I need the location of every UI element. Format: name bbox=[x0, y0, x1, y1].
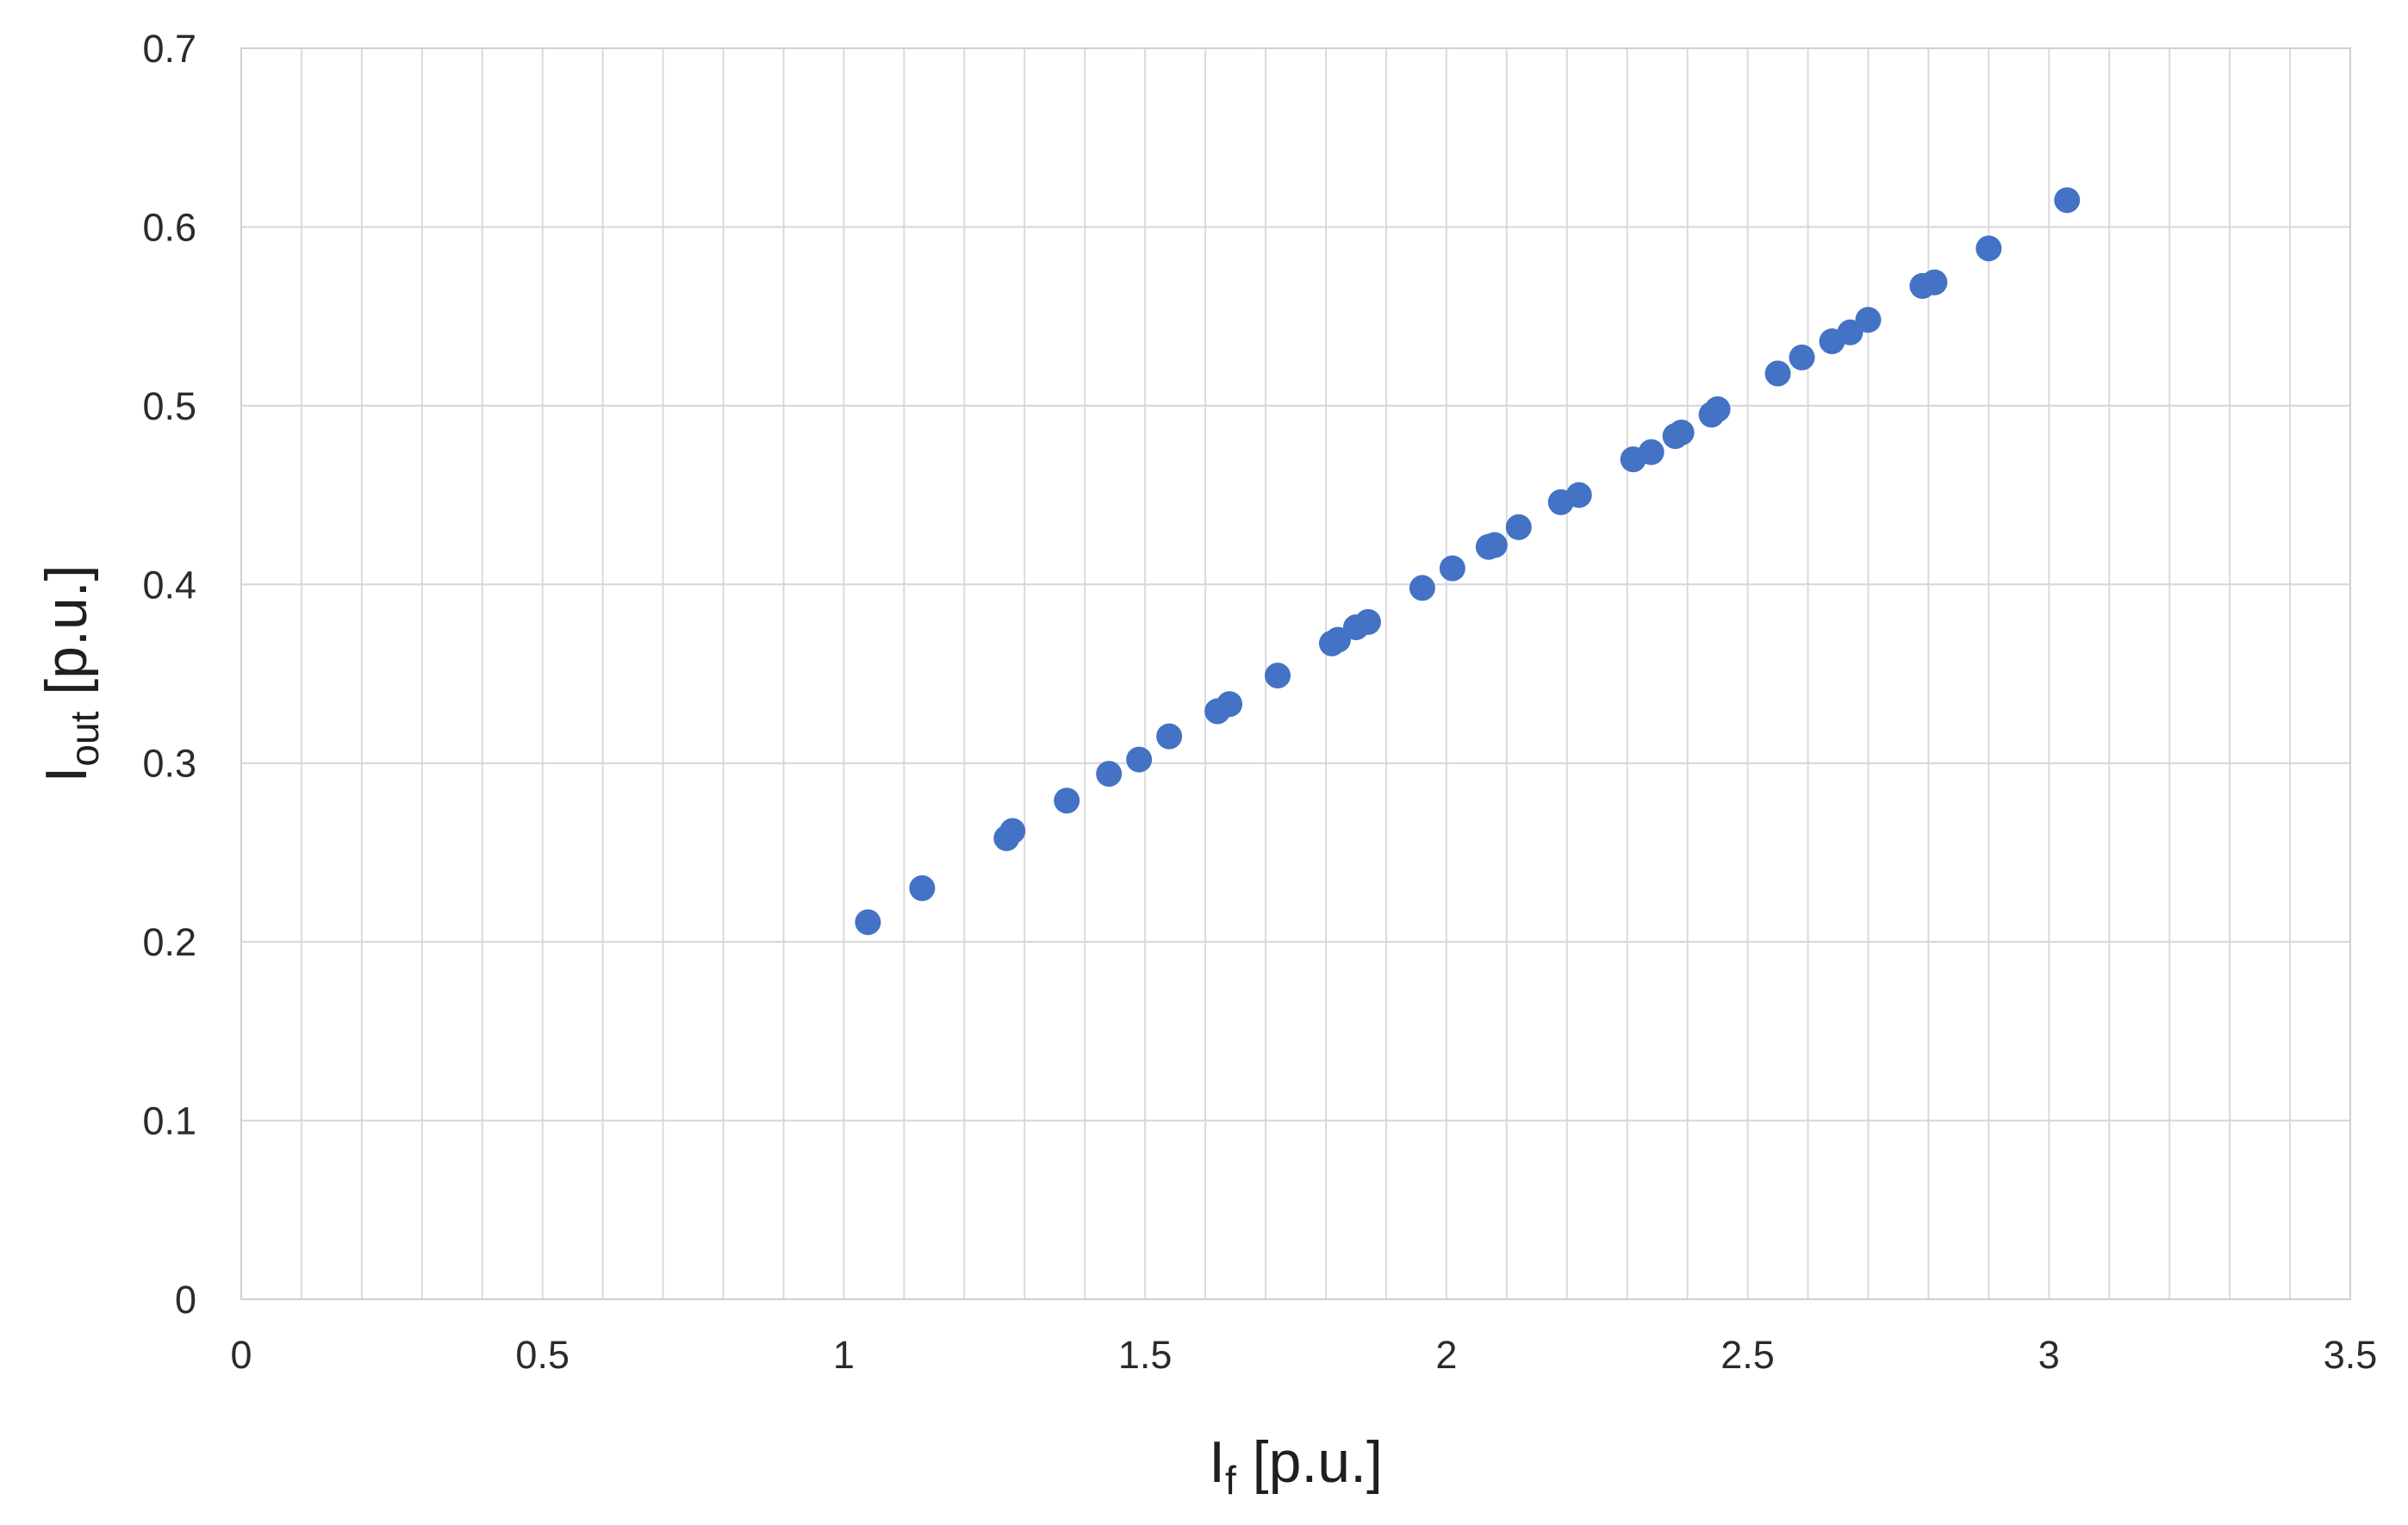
x-axis-title-subscript: f bbox=[1225, 1458, 1236, 1503]
data-point bbox=[1354, 608, 1381, 635]
data-point bbox=[1565, 482, 1592, 508]
x-axis-title-main: I bbox=[1209, 1429, 1225, 1495]
y-axis-title-main: I bbox=[34, 767, 99, 783]
data-point bbox=[1054, 787, 1080, 814]
x-tick-label: 0.5 bbox=[515, 1333, 569, 1377]
data-point bbox=[1764, 360, 1791, 387]
data-point bbox=[1976, 235, 2002, 262]
data-point bbox=[1265, 663, 1291, 689]
data-point bbox=[1789, 344, 1815, 370]
data-point bbox=[1439, 555, 1465, 582]
x-tick-label: 1.5 bbox=[1118, 1333, 1173, 1377]
data-point bbox=[855, 909, 881, 936]
x-tick-label: 2.5 bbox=[1720, 1333, 1775, 1377]
plot-area bbox=[240, 47, 2351, 1300]
y-tick-label: 0 bbox=[175, 1278, 196, 1322]
y-tick-label: 0.1 bbox=[142, 1099, 196, 1143]
data-point bbox=[1156, 723, 1183, 750]
x-tick-label: 1 bbox=[833, 1333, 855, 1377]
data-point bbox=[1921, 269, 1948, 296]
y-tick-label: 0.4 bbox=[142, 563, 196, 607]
x-tick-label: 3 bbox=[2038, 1333, 2060, 1377]
y-axis-title-subscript: out bbox=[62, 711, 107, 766]
data-point bbox=[909, 875, 936, 901]
y-axis-title-unit: [p.u.] bbox=[34, 565, 99, 712]
y-tick-label: 0.5 bbox=[142, 384, 196, 428]
data-point bbox=[1704, 396, 1731, 423]
data-point bbox=[1324, 626, 1351, 653]
x-axis-title-unit: [p.u.] bbox=[1236, 1429, 1383, 1495]
y-tick-label: 0.6 bbox=[142, 205, 196, 249]
data-point bbox=[1837, 319, 1864, 345]
y-tick-label: 0.7 bbox=[142, 27, 196, 71]
data-point bbox=[2054, 187, 2081, 214]
data-point bbox=[1668, 419, 1695, 445]
y-tick-label: 0.3 bbox=[142, 742, 196, 786]
y-axis-title: Iout [p.u.] bbox=[34, 565, 107, 783]
y-tick-labels: 0 0.1 0.2 0.3 0.4 0.5 0.6 0.7 bbox=[142, 27, 196, 1322]
x-tick-label: 2 bbox=[1435, 1333, 1457, 1377]
y-tick-label: 0.2 bbox=[142, 920, 196, 964]
data-point bbox=[1126, 746, 1153, 773]
x-tick-label: 0 bbox=[230, 1333, 252, 1377]
data-point bbox=[1216, 691, 1243, 718]
data-point bbox=[1096, 761, 1123, 787]
data-point bbox=[1638, 439, 1664, 465]
x-tick-label: 3.5 bbox=[2324, 1333, 2378, 1377]
data-point bbox=[1855, 307, 1882, 333]
x-axis-title: If [p.u.] bbox=[1209, 1429, 1383, 1503]
data-point bbox=[1481, 532, 1508, 558]
x-tick-labels: 0 0.5 1 1.5 2 2.5 3 3.5 bbox=[230, 1333, 2377, 1377]
data-point bbox=[1409, 575, 1435, 601]
data-points bbox=[855, 187, 2081, 936]
data-point bbox=[1505, 514, 1532, 540]
data-point bbox=[999, 818, 1026, 844]
